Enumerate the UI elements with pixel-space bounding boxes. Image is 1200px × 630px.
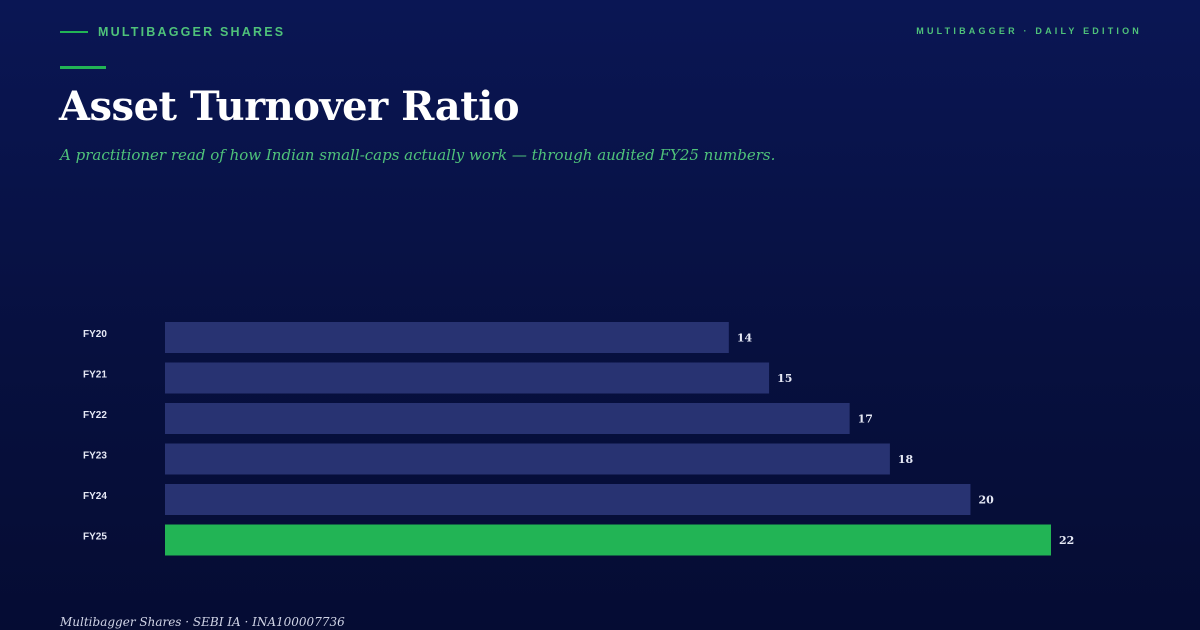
bar-fy20 [165, 322, 729, 353]
value-label-fy20: 14 [737, 332, 753, 345]
bar-fy23 [165, 443, 890, 475]
brand-name: MULTIBAGGER SHARES [98, 25, 286, 39]
bar-fy22 [165, 403, 850, 434]
value-label-fy25: 22 [1059, 534, 1074, 547]
bar-fy21 [165, 362, 770, 394]
category-label-fy25: FY25 [83, 532, 107, 543]
value-label-fy22: 17 [858, 413, 873, 426]
bar-fy25 [165, 524, 1051, 556]
category-label-fy21: FY21 [83, 370, 107, 381]
value-label-fy21: 15 [777, 372, 792, 385]
category-label-fy20: FY20 [83, 329, 107, 340]
value-label-fy23: 18 [898, 453, 914, 466]
brand: MULTIBAGGER SHARES [60, 25, 285, 39]
title-accent-rule [60, 66, 106, 69]
category-label-fy22: FY22 [83, 410, 107, 421]
category-label-fy23: FY23 [83, 451, 107, 462]
brand-rule [60, 31, 88, 33]
bar-fy24 [165, 484, 971, 515]
value-label-fy24: 20 [978, 494, 994, 507]
page-subtitle: A practitioner read of how Indian small-… [60, 146, 776, 164]
edition-label: MULTIBAGGER · DAILY EDITION [916, 26, 1142, 36]
page-title: Asset Turnover Ratio [59, 83, 520, 130]
category-label-fy24: FY24 [83, 491, 107, 502]
footer-credit: Multibagger Shares · SEBI IA · INA100007… [60, 615, 345, 629]
